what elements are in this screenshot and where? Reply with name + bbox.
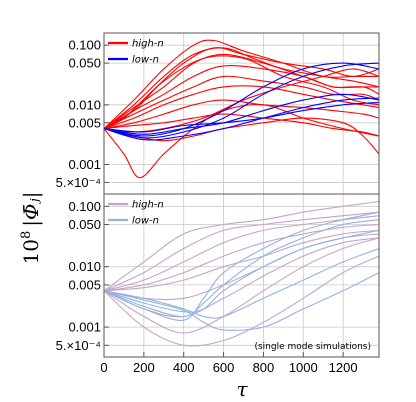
series-line-high-n bbox=[104, 99, 379, 130]
series-line-high-n bbox=[104, 223, 379, 292]
x-tick-label: 600 bbox=[213, 360, 235, 375]
legend-label-low-n: low-n bbox=[132, 55, 159, 66]
series-line-high-n bbox=[104, 65, 379, 130]
series-line-low-n bbox=[104, 93, 379, 135]
y-tick-label: 0.001 bbox=[68, 320, 101, 335]
series-line-high-n bbox=[104, 211, 379, 292]
y-tick-label: 0.005 bbox=[68, 277, 101, 292]
x-tick-label: 1000 bbox=[289, 360, 318, 375]
y-axis-title: 108 |Φ̄ⱼ| bbox=[19, 192, 44, 265]
svg-text:108|Φ̄ⱼ|: 108 |Φ̄ⱼ| bbox=[19, 192, 44, 265]
legend-label-high-n: high-n bbox=[132, 39, 164, 50]
y-tick-label: 0.010 bbox=[68, 97, 101, 112]
x-axis: 0 200 400 600 800 1000 1200 bbox=[100, 352, 358, 375]
series-line-low-n bbox=[104, 272, 379, 331]
series-line-high-n bbox=[104, 47, 379, 130]
y-tick-label: 0.010 bbox=[68, 259, 101, 274]
top-panel: 5.×10⁻⁴ 0.001 0.005 0.010 0.050 0.100 high-n lo… bbox=[56, 32, 380, 195]
y-tick-label: 0.100 bbox=[68, 38, 101, 53]
series-line-low-n bbox=[104, 97, 379, 141]
series-line-low-n bbox=[104, 101, 379, 133]
bottom-panel: 5.×10⁻⁴ 0.001 0.005 0.010 0.050 0.100 high-n lo… bbox=[56, 193, 380, 358]
y-tick-label: 5.×10⁻⁴ bbox=[56, 338, 101, 353]
series-line-high-n bbox=[104, 55, 379, 130]
series-line-high-n bbox=[104, 85, 379, 130]
x-tick-label: 800 bbox=[253, 360, 275, 375]
y-tick-label: 0.050 bbox=[68, 56, 101, 71]
x-tick-label: 200 bbox=[133, 360, 155, 375]
panel-note: (single mode simulations) bbox=[254, 342, 371, 352]
y-title-prefix: 10 bbox=[19, 239, 43, 264]
series-line-low-n bbox=[104, 62, 379, 139]
legend-label-low-n: low-n bbox=[132, 216, 159, 227]
series-line-high-n bbox=[104, 255, 379, 347]
curves bbox=[104, 39, 379, 179]
y-title-exponent: 8 bbox=[19, 231, 34, 239]
series-line-low-n bbox=[104, 219, 379, 318]
series-line-low-n bbox=[104, 247, 379, 319]
x-tick-label: 1200 bbox=[329, 360, 358, 375]
y-tick-label: 0.005 bbox=[68, 115, 101, 130]
x-tick-label: 400 bbox=[173, 360, 195, 375]
panel-frame bbox=[103, 193, 380, 358]
series-line-high-n bbox=[104, 237, 379, 334]
series-line-high-n bbox=[104, 200, 379, 292]
x-axis-title: τ bbox=[236, 377, 248, 401]
series-line-low-n bbox=[104, 211, 379, 321]
y-title-symbol: |Φ̄ⱼ| bbox=[19, 192, 44, 227]
legend-label-high-n: high-n bbox=[132, 200, 164, 211]
series-line-high-n bbox=[104, 117, 379, 155]
curves bbox=[104, 200, 379, 347]
y-tick-label: 0.001 bbox=[68, 157, 101, 172]
y-tick-label: 0.050 bbox=[68, 217, 101, 232]
x-tick-label: 0 bbox=[100, 360, 107, 375]
series-line-low-n bbox=[104, 229, 379, 313]
series-line-low-n bbox=[104, 62, 379, 137]
series-line-high-n bbox=[104, 47, 379, 130]
y-tick-label: 0.100 bbox=[68, 199, 101, 214]
y-tick-label: 5.×10⁻⁴ bbox=[56, 175, 101, 190]
series-line-high-n bbox=[104, 39, 379, 129]
series-line-high-n bbox=[104, 229, 379, 292]
